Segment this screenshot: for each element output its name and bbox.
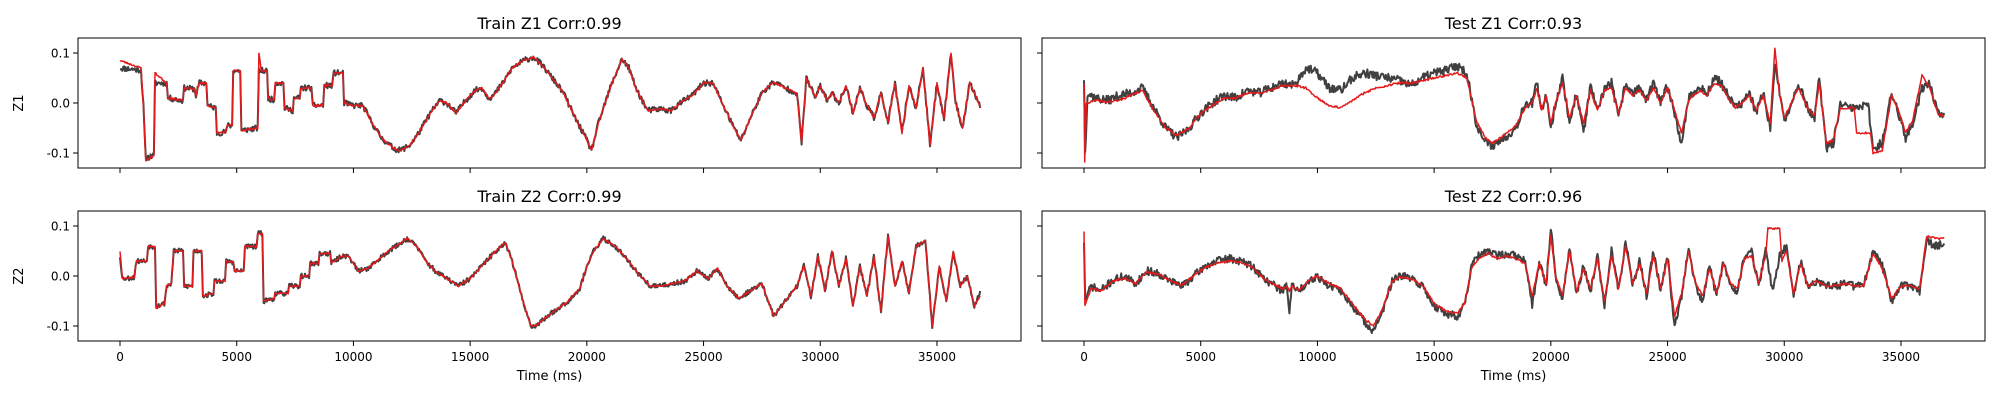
x-tick-label: 20000 (1532, 350, 1570, 364)
predicted-series-line (119, 232, 981, 328)
y-tick-label: -0.1 (47, 147, 70, 161)
x-tick-label: 0 (1080, 350, 1088, 364)
x-tick-label: 15000 (451, 350, 489, 364)
x-tick-label: 25000 (1648, 350, 1686, 364)
panel-1: -0.1 0.0 0.1 Train Z1 Corr:0.99 Z1 (12, 14, 1022, 173)
y-axis-label: Z1 (12, 94, 27, 111)
panel-title: Test Z2 Corr:0.96 (1444, 187, 1582, 206)
y-tick-label: 0.0 (51, 97, 70, 111)
axes-frame (1041, 210, 1986, 342)
x-tick-label: 30000 (801, 350, 839, 364)
panel-3: 0 5000 10000 15000 20000 25000 30000 35000 -0.1 0… (12, 187, 1022, 384)
plot-area (119, 52, 982, 162)
x-tick-label: 35000 (918, 350, 956, 364)
x-tick-label: 20000 (568, 350, 606, 364)
panel-title: Train Z1 Corr:0.99 (476, 14, 621, 33)
x-axis-label: Time (ms) (1480, 369, 1547, 384)
y-axis-label: Z2 (12, 267, 27, 284)
x-tick-label: 25000 (684, 350, 722, 364)
plot-area (1083, 226, 1946, 334)
panel-title: Test Z1 Corr:0.93 (1444, 14, 1582, 33)
predicted-series-line (120, 52, 981, 162)
x-tick-label: 0 (116, 350, 124, 364)
x-tick-label: 10000 (334, 350, 372, 364)
panel-2: Test Z1 Corr:0.93 (1037, 14, 1986, 173)
y-tick-label: 0.0 (51, 270, 70, 284)
x-tick-label: 5000 (221, 350, 252, 364)
y-tick-label: 0.1 (51, 47, 70, 61)
plot-area (1083, 47, 1946, 163)
y-tick-label: -0.1 (47, 320, 70, 334)
x-tick-label: 35000 (1882, 350, 1920, 364)
panel-4: 0 5000 10000 15000 20000 25000 30000 35000 Test … (1037, 187, 1986, 384)
panel-title: Train Z2 Corr:0.99 (476, 187, 621, 206)
predicted-series-line (1083, 47, 1945, 163)
y-tick-label: 0.1 (51, 220, 70, 234)
x-tick-label: 5000 (1185, 350, 1216, 364)
x-tick-label: 15000 (1415, 350, 1453, 364)
axes-frame (1041, 37, 1986, 169)
plot-area (119, 230, 982, 329)
predicted-series-line (1083, 226, 1945, 327)
x-tick-label: 10000 (1298, 350, 1336, 364)
axes-frame (77, 210, 1022, 342)
x-tick-label: 30000 (1765, 350, 1803, 364)
x-axis-label: Time (ms) (516, 369, 583, 384)
